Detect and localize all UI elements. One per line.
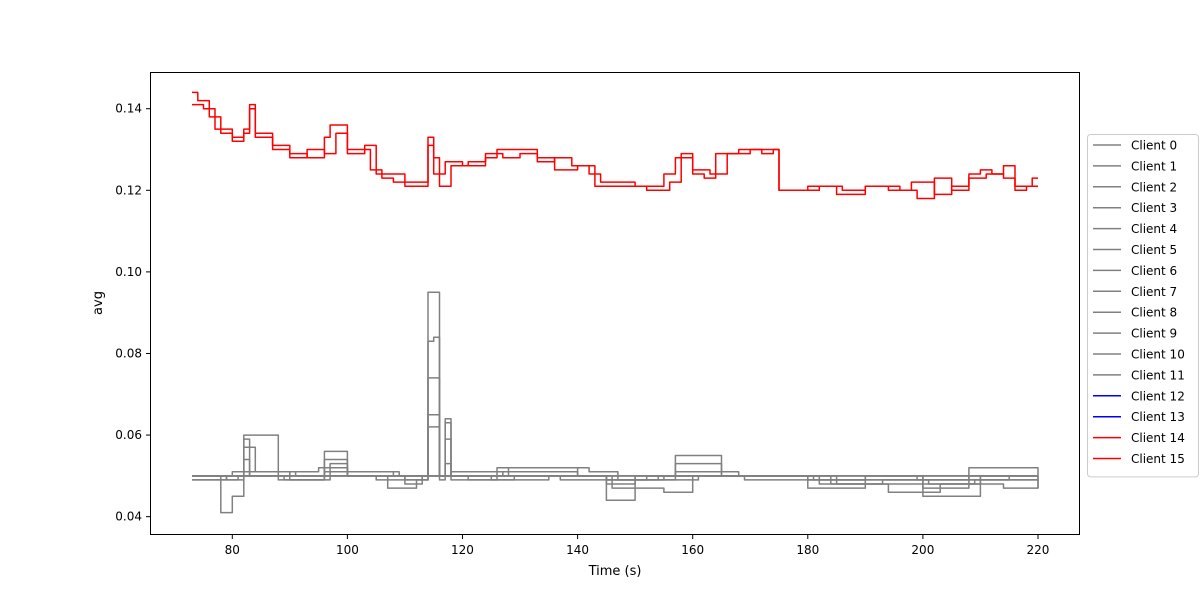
y-tick-label: 0.06 (115, 428, 142, 442)
y-tick-label: 0.04 (115, 510, 142, 524)
legend-label: Client 15 (1131, 452, 1185, 466)
legend-label: Client 6 (1131, 264, 1177, 278)
legend-label: Client 1 (1131, 159, 1177, 173)
legend-label: Client 13 (1131, 410, 1185, 424)
legend-label: Client 11 (1131, 368, 1185, 382)
x-tick-label: 220 (1027, 543, 1050, 557)
y-tick-label: 0.10 (115, 265, 142, 279)
x-tick-label: 100 (336, 543, 359, 557)
x-tick-label: 200 (911, 543, 934, 557)
y-tick-label: 0.08 (115, 346, 142, 360)
plot-frame (150, 72, 1080, 535)
legend-label: Client 0 (1131, 139, 1177, 153)
x-tick-label: 120 (451, 543, 474, 557)
x-tick-label: 180 (796, 543, 819, 557)
legend-label: Client 9 (1131, 327, 1177, 341)
legend-label: Client 10 (1131, 348, 1185, 362)
legend-label: Client 12 (1131, 389, 1185, 403)
legend-label: Client 4 (1131, 222, 1177, 236)
y-axis-label: avg (91, 291, 106, 315)
x-axis: 80 100 120 140 160 180 200 220 (225, 535, 1050, 557)
x-tick-label: 80 (225, 543, 240, 557)
legend-box (1087, 134, 1199, 478)
legend-label: Client 2 (1131, 180, 1177, 194)
y-tick-label: 0.14 (115, 102, 142, 116)
x-tick-label: 160 (681, 543, 704, 557)
y-axis: 0.04 0.06 0.08 0.10 0.12 0.14 (115, 102, 150, 524)
legend-label: Client 7 (1131, 285, 1177, 299)
y-tick-label: 0.12 (115, 183, 142, 197)
series-line-client-14 (192, 103, 1038, 196)
series-layer (192, 91, 1039, 514)
legend-label: Client 5 (1131, 243, 1177, 257)
legend: Client 0 Client 1 Client 2 Client 3 Client 4… (1087, 134, 1199, 478)
series-line-client-8 (192, 475, 1039, 485)
series-line-client-1 (192, 336, 1039, 514)
legend-label: Client 8 (1131, 306, 1177, 320)
x-axis-label: Time (s) (588, 564, 642, 579)
series-line-client-15 (192, 91, 1038, 200)
legend-label: Client 3 (1131, 201, 1177, 215)
x-tick-label: 140 (566, 543, 589, 557)
legend-label: Client 14 (1131, 431, 1185, 445)
